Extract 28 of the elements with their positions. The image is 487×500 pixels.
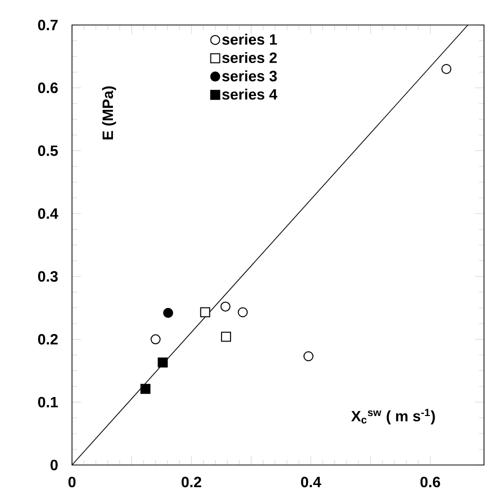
point bbox=[441, 64, 452, 74]
y-tick-label: 0.2 bbox=[38, 334, 58, 345]
y-tick-label: 0.6 bbox=[38, 82, 58, 94]
y-tick-label: 0 bbox=[50, 460, 58, 470]
legend-label: series 1 bbox=[222, 34, 277, 45]
point bbox=[158, 358, 168, 368]
point bbox=[150, 334, 161, 344]
x-tick-label: 0.2 bbox=[182, 476, 202, 488]
x-axis-title: X$_{c}$$^{sw}$ ( m s$^{-1}$) bbox=[351, 408, 435, 424]
point bbox=[238, 307, 248, 318]
y-tick-label: 0.4 bbox=[38, 208, 58, 219]
x-tick-label: 0 bbox=[68, 476, 76, 488]
y-tick-label: 0.3 bbox=[38, 271, 58, 282]
point bbox=[200, 307, 210, 318]
point bbox=[220, 302, 230, 312]
y-tick-label: 0.7 bbox=[38, 20, 58, 30]
legend-label: series 3 bbox=[222, 70, 277, 82]
y-tick-label: 0.5 bbox=[38, 145, 58, 156]
y-axis-title: E (MPa) bbox=[102, 86, 116, 140]
legend-label: series 2 bbox=[222, 52, 277, 64]
point bbox=[303, 351, 314, 362]
y-tick-label: 0.1 bbox=[38, 396, 58, 408]
x-tick-label: 0.6 bbox=[420, 476, 440, 488]
x-tick-label: 0.4 bbox=[301, 476, 322, 488]
legend-label: series 4 bbox=[222, 88, 278, 100]
point bbox=[140, 384, 150, 394]
point bbox=[163, 308, 174, 318]
point bbox=[221, 332, 232, 342]
